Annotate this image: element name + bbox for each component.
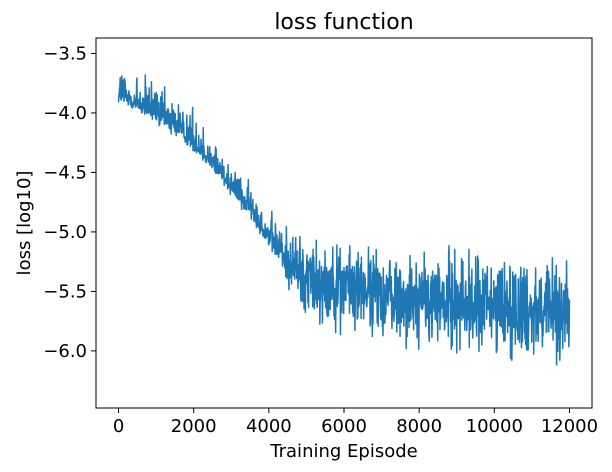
y-tick-label: −4.5 [43,162,87,183]
y-tick-label: −6.0 [43,341,87,362]
y-axis-label: loss [log10] [14,171,35,276]
x-tick-label: 10000 [466,416,523,437]
y-tick-label: −4.0 [43,103,87,124]
x-axis-ticks: 0 2000 4000 6000 8000 10000 12000 [113,408,598,437]
x-tick-label: 8000 [396,416,442,437]
y-tick-label: −3.5 [43,43,87,64]
x-tick-label: 4000 [246,416,292,437]
y-tick-label: −5.0 [43,222,87,243]
x-tick-label: 0 [113,416,124,437]
loss-series-line [117,74,571,366]
y-tick-label: −5.5 [43,281,87,302]
x-tick-label: 2000 [171,416,217,437]
y-axis-ticks: −3.5 −4.0 −4.5 −5.0 −5.5 −6.0 [43,43,96,362]
chart-title: loss function [274,10,413,35]
x-tick-label: 12000 [541,416,598,437]
plot-series [117,74,571,366]
x-tick-label: 6000 [321,416,367,437]
plot-frame [95,37,593,409]
x-axis-label: Training Episode [269,441,417,462]
